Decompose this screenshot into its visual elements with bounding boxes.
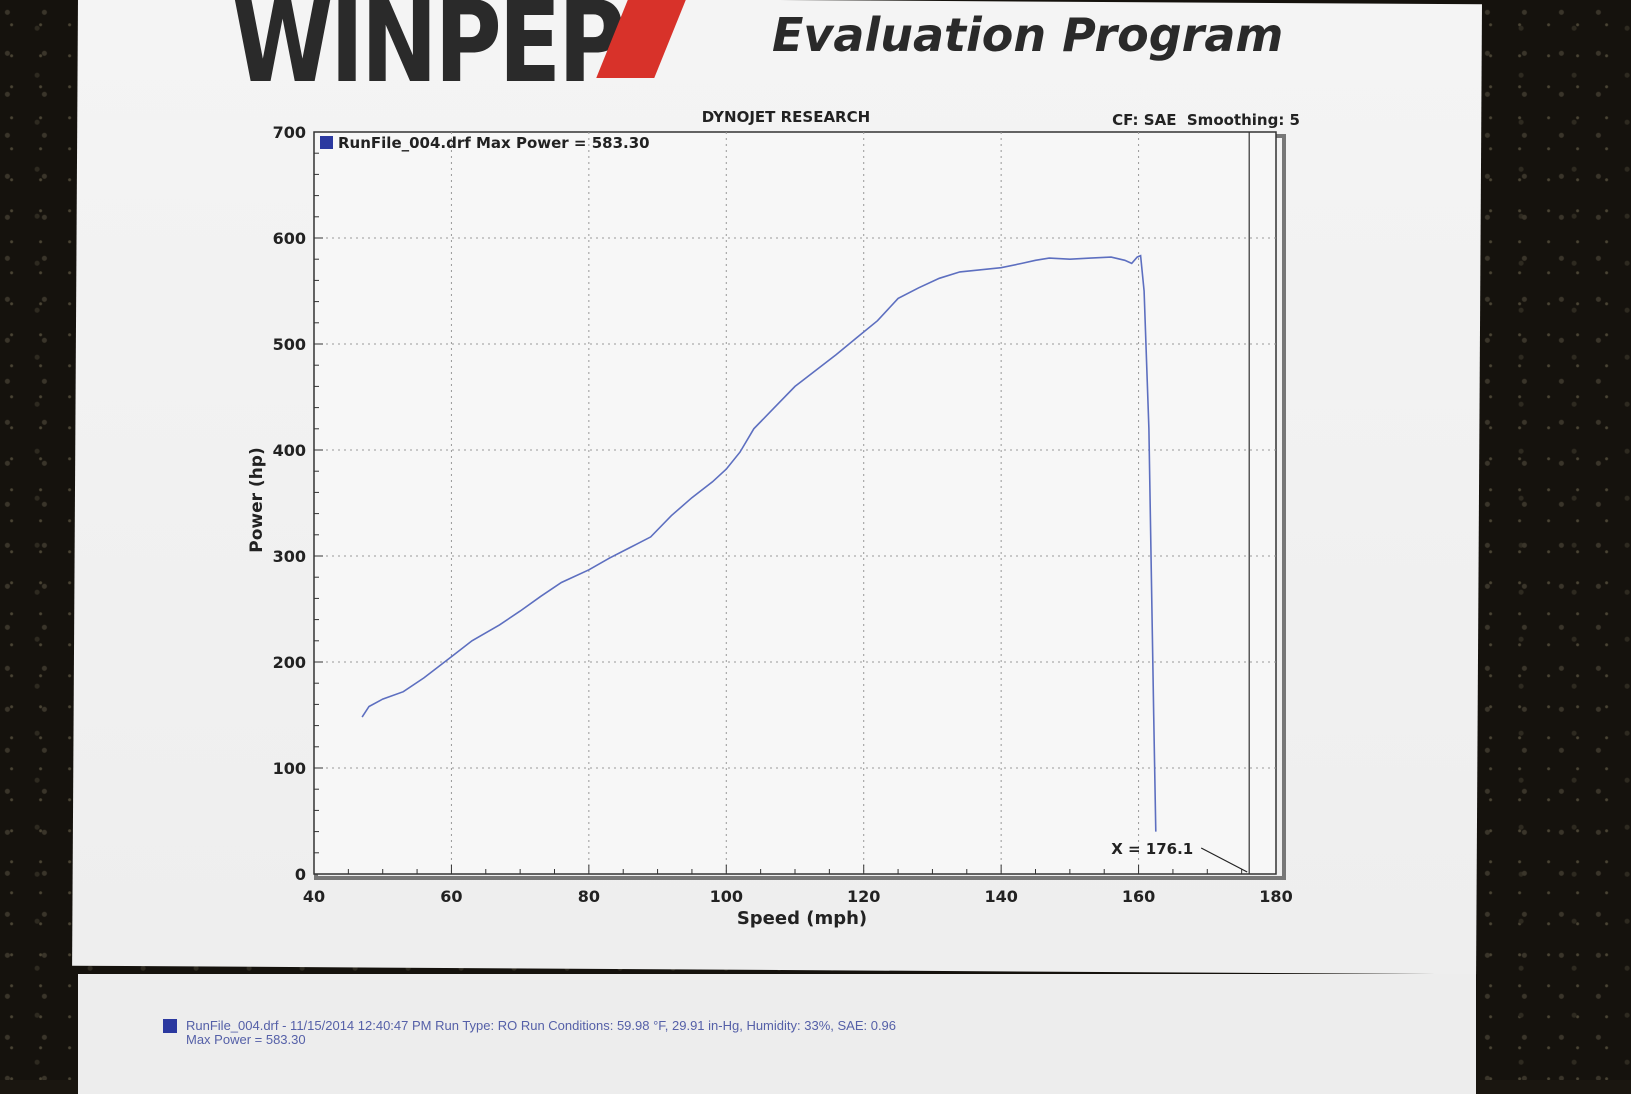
footer-legend-swatch bbox=[163, 1019, 177, 1033]
run-info: RunFile_004.drf - 11/15/2014 12:40:47 PM… bbox=[186, 1019, 896, 1047]
y-tick-label-400: 400 bbox=[273, 441, 306, 460]
plot-area bbox=[313, 131, 1277, 875]
y-tick-label-500: 500 bbox=[273, 335, 306, 354]
y-tick-label-0: 0 bbox=[295, 865, 306, 884]
y-tick-label-200: 200 bbox=[273, 653, 306, 672]
winpep-logo: WINPEP bbox=[232, 0, 625, 108]
cursor-label: X = 176.1 bbox=[1111, 840, 1193, 858]
x-tick-labels: 40 60 80 100 120 140 160 180 bbox=[303, 887, 1293, 906]
x-axis-label: Speed (mph) bbox=[737, 908, 867, 929]
x-tick-label-180: 180 bbox=[1259, 887, 1292, 906]
y-axis-label: Power (hp) bbox=[247, 447, 267, 553]
cursor-pointer bbox=[1200, 847, 1248, 873]
x-tick-label-40: 40 bbox=[303, 887, 325, 906]
chart-title: DYNOJET RESEARCH bbox=[702, 108, 870, 126]
grid bbox=[314, 132, 1276, 874]
dyno-sheet-footer-strip bbox=[78, 974, 1476, 1094]
chart-settings: CF: SAE Smoothing: 5 bbox=[1112, 111, 1300, 129]
legend-swatch bbox=[320, 136, 333, 149]
y-tick-label-600: 600 bbox=[273, 229, 306, 248]
y-tick-label-700: 700 bbox=[273, 123, 306, 142]
y-tick-label-100: 100 bbox=[273, 759, 306, 778]
x-tick-label-160: 160 bbox=[1122, 887, 1155, 906]
y-tick-label-300: 300 bbox=[273, 547, 306, 566]
power-curve bbox=[361, 254, 1157, 832]
x-tick-label-80: 80 bbox=[578, 887, 600, 906]
axis-ticks bbox=[313, 131, 1277, 875]
program-subtitle: Evaluation Program bbox=[772, 8, 1284, 62]
x-tick-label-120: 120 bbox=[847, 887, 880, 906]
x-tick-label-60: 60 bbox=[440, 887, 462, 906]
run-info-line-2: Max Power = 583.30 bbox=[186, 1032, 306, 1047]
x-tick-label-140: 140 bbox=[984, 887, 1017, 906]
legend-entry: RunFile_004.drf Max Power = 583.30 bbox=[338, 134, 650, 152]
y-tick-labels: 0 100 200 300 400 500 600 700 bbox=[273, 123, 306, 884]
x-tick-label-100: 100 bbox=[710, 887, 743, 906]
run-info-line-1: RunFile_004.drf - 11/15/2014 12:40:47 PM… bbox=[186, 1018, 897, 1033]
